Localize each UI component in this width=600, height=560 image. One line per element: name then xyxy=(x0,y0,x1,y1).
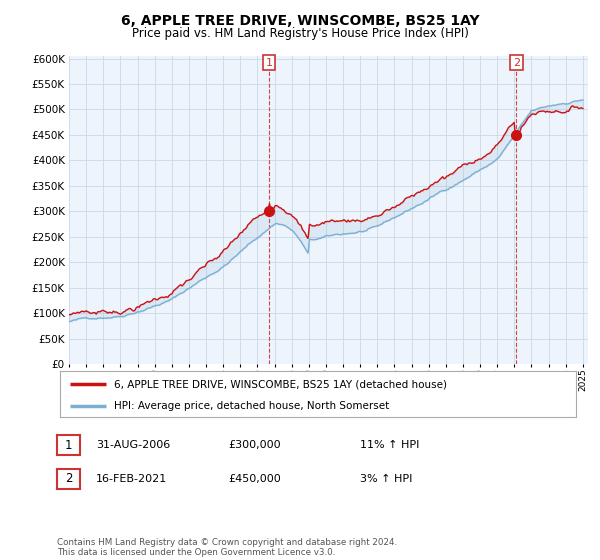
Text: £300,000: £300,000 xyxy=(228,440,281,450)
Text: 3% ↑ HPI: 3% ↑ HPI xyxy=(360,474,412,484)
Text: HPI: Average price, detached house, North Somerset: HPI: Average price, detached house, Nort… xyxy=(114,401,389,410)
Text: 6, APPLE TREE DRIVE, WINSCOMBE, BS25 1AY: 6, APPLE TREE DRIVE, WINSCOMBE, BS25 1AY xyxy=(121,14,479,28)
Text: Price paid vs. HM Land Registry's House Price Index (HPI): Price paid vs. HM Land Registry's House … xyxy=(131,27,469,40)
Text: 1: 1 xyxy=(65,438,72,452)
Text: 16-FEB-2021: 16-FEB-2021 xyxy=(96,474,167,484)
Text: Contains HM Land Registry data © Crown copyright and database right 2024.
This d: Contains HM Land Registry data © Crown c… xyxy=(57,538,397,557)
Text: 11% ↑ HPI: 11% ↑ HPI xyxy=(360,440,419,450)
Text: £450,000: £450,000 xyxy=(228,474,281,484)
Text: 1: 1 xyxy=(265,58,272,68)
Text: 2: 2 xyxy=(65,472,72,486)
Text: 6, APPLE TREE DRIVE, WINSCOMBE, BS25 1AY (detached house): 6, APPLE TREE DRIVE, WINSCOMBE, BS25 1AY… xyxy=(114,379,447,389)
Text: 31-AUG-2006: 31-AUG-2006 xyxy=(96,440,170,450)
Text: 2: 2 xyxy=(513,58,520,68)
